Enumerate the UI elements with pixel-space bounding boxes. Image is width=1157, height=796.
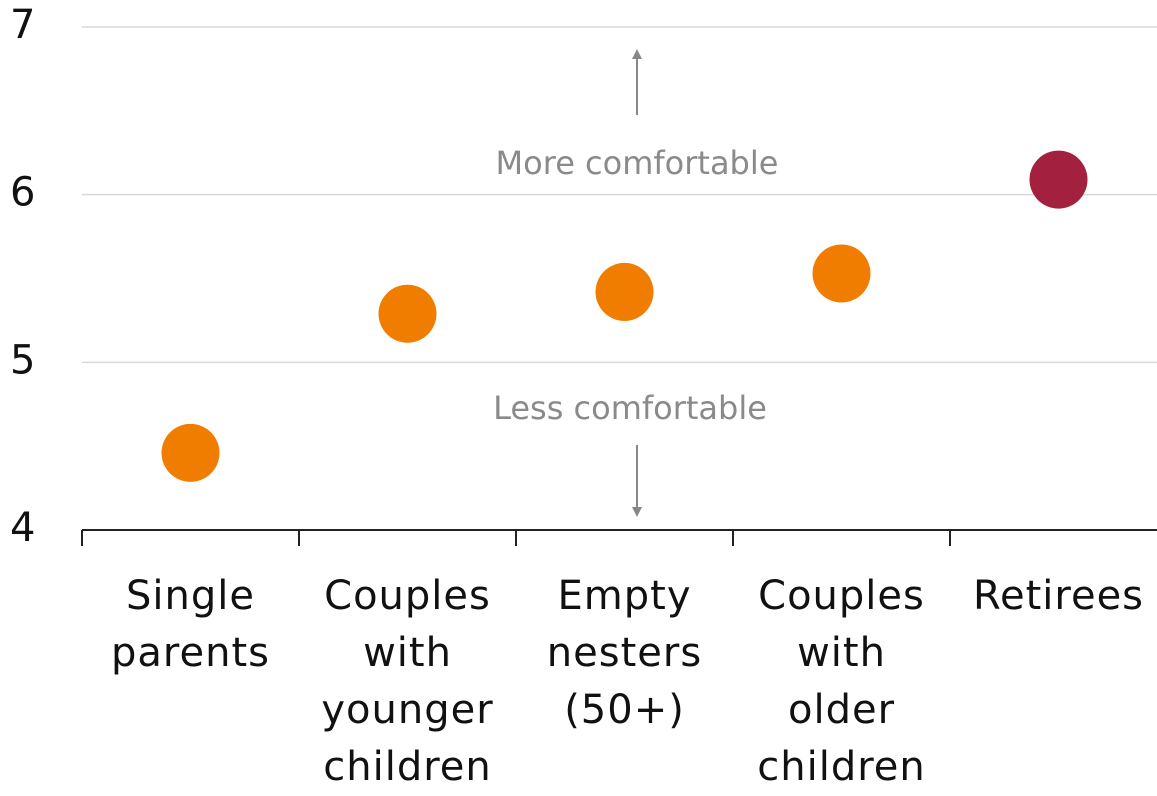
y-tick-label: 7 [10, 2, 35, 48]
annotation: Less comfortable [493, 389, 767, 427]
dot [595, 262, 654, 321]
dot [378, 284, 437, 343]
y-tick-label: 5 [10, 337, 35, 383]
dot [812, 244, 871, 303]
x-tick-label: Couples with younger children [321, 573, 494, 790]
y-tick-label: 6 [10, 170, 35, 216]
y-tick-label: 4 [10, 505, 35, 551]
x-tick-label: Retirees [972, 573, 1145, 619]
dot [1029, 150, 1088, 209]
x-tick-label: Single parents [111, 573, 270, 676]
dot [161, 423, 220, 482]
x-tick-label: Empty nesters (50+) [546, 573, 703, 733]
x-tick-label: Couples with older children [757, 573, 926, 790]
annotation: More comfortable [496, 144, 779, 182]
